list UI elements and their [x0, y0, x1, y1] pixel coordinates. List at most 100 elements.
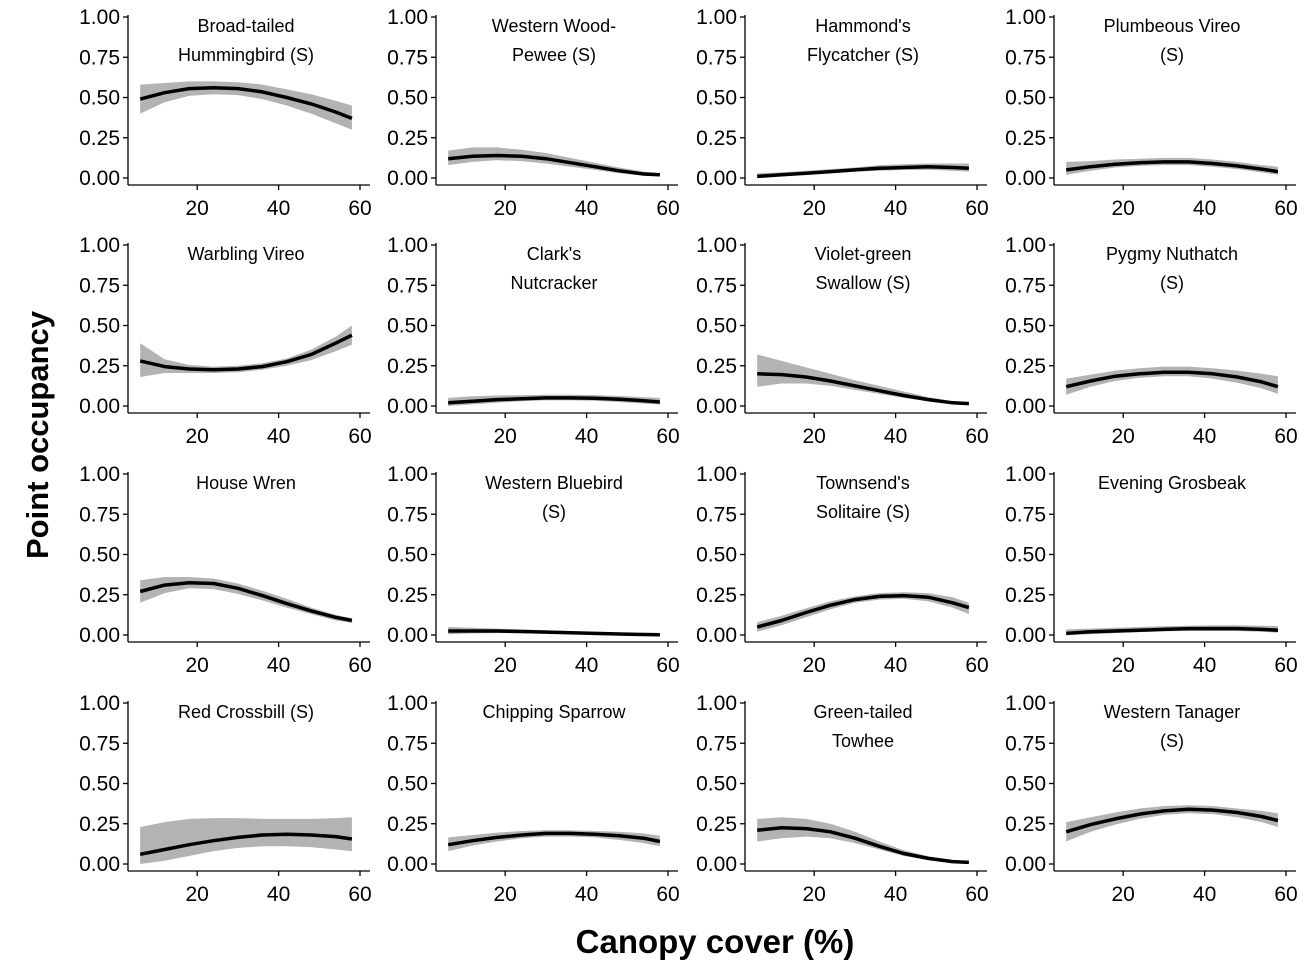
x-tick-label: 20	[803, 425, 826, 448]
y-tick-label: 1.00	[79, 463, 120, 486]
y-tick-label: 0.75	[1005, 274, 1046, 297]
y-tick-label: 0.75	[79, 732, 120, 755]
fitted-line	[757, 826, 969, 865]
x-tick-label: 20	[186, 197, 209, 220]
panel-1: 0.00 0.25 0.50 0.75 1.00 20 40 60 Broad-tailed Hu…	[79, 6, 372, 220]
x-tick-label: 60	[1274, 883, 1297, 906]
y-tick-label: 1.00	[696, 6, 737, 29]
x-tick-label: 40	[575, 654, 598, 677]
x-tick-label: 60	[348, 654, 371, 677]
y-tick-label: 1.00	[1005, 692, 1046, 715]
x-tick-label: 20	[186, 425, 209, 448]
x-tick-label: 40	[575, 197, 598, 220]
y-tick-label: 0.75	[696, 732, 737, 755]
panel-15: 0.00 0.25 0.50 0.75 1.00 20 40 60 Green-tailed To…	[696, 692, 989, 906]
x-tick-label: 60	[656, 425, 679, 448]
y-tick-label: 0.50	[1005, 315, 1046, 338]
x-tick-label: 20	[186, 883, 209, 906]
panel-7: 0.00 0.25 0.50 0.75 1.00 20 40 60 Violet-green Sw…	[696, 234, 989, 448]
x-tick-label: 40	[267, 197, 290, 220]
y-tick-label: 0.50	[387, 544, 428, 567]
x-tick-label: 40	[1193, 654, 1216, 677]
x-tick-label: 20	[803, 197, 826, 220]
y-tick-label: 0.75	[1005, 46, 1046, 69]
y-tick-label: 1.00	[696, 234, 737, 257]
panel-3: 0.00 0.25 0.50 0.75 1.00 20 40 60 Hammond's Flyca…	[696, 6, 989, 220]
y-tick-label: 0.25	[79, 584, 120, 607]
y-tick-label: 0.25	[79, 813, 120, 836]
x-tick-label: 20	[803, 654, 826, 677]
y-tick-label: 0.50	[696, 315, 737, 338]
panel-title: Swallow (S)	[815, 273, 910, 293]
y-tick-label: 1.00	[1005, 463, 1046, 486]
fitted-line	[139, 832, 353, 857]
confidence-band	[757, 354, 969, 406]
y-tick-label: 0.25	[1005, 813, 1046, 836]
x-tick-label: 60	[348, 197, 371, 220]
y-tick-label: 0.50	[79, 87, 120, 110]
y-tick-label: 0.00	[79, 167, 120, 190]
y-tick-label: 1.00	[79, 692, 120, 715]
y-tick-label: 0.50	[79, 544, 120, 567]
x-tick-label: 20	[803, 883, 826, 906]
panel-title: Evening Grosbeak	[1098, 473, 1247, 493]
panel-title: Hammond's	[815, 16, 910, 36]
y-tick-label: 0.75	[79, 46, 120, 69]
y-tick-label: 0.00	[1005, 624, 1046, 647]
y-tick-label: 0.00	[387, 167, 428, 190]
fitted-line	[757, 372, 969, 406]
panel-title: Warbling Vireo	[187, 244, 304, 264]
x-tick-label: 60	[656, 197, 679, 220]
x-tick-label: 40	[884, 197, 907, 220]
x-tick-label: 60	[965, 197, 988, 220]
panel-title: Townsend's	[816, 473, 910, 493]
confidence-band	[140, 577, 352, 623]
y-tick-label: 0.50	[387, 773, 428, 796]
y-tick-label: 0.50	[1005, 773, 1046, 796]
panel-title: (S)	[1160, 731, 1184, 751]
y-tick-label: 0.00	[696, 853, 737, 876]
y-tick-label: 1.00	[387, 234, 428, 257]
y-tick-label: 1.00	[1005, 234, 1046, 257]
x-tick-label: 40	[575, 883, 598, 906]
y-tick-label: 0.75	[79, 274, 120, 297]
y-tick-label: 0.25	[1005, 584, 1046, 607]
y-tick-label: 1.00	[387, 463, 428, 486]
y-tick-label: 0.50	[696, 773, 737, 796]
y-tick-label: 0.75	[387, 274, 428, 297]
panel-title: Western Tanager	[1104, 702, 1240, 722]
panel-13: 0.00 0.25 0.50 0.75 1.00 20 40 60 Red Crossbill …	[79, 692, 372, 906]
confidence-band	[140, 81, 352, 130]
y-tick-label: 1.00	[696, 692, 737, 715]
y-tick-label: 0.50	[387, 315, 428, 338]
confidence-band	[1066, 366, 1278, 395]
y-tick-label: 0.00	[387, 624, 428, 647]
panel-title: Pewee (S)	[512, 45, 596, 65]
y-tick-label: 0.50	[696, 544, 737, 567]
fitted-line	[1065, 807, 1279, 834]
x-tick-label: 60	[1274, 654, 1297, 677]
y-tick-label: 0.50	[79, 773, 120, 796]
y-tick-label: 0.00	[696, 167, 737, 190]
y-tick-label: 0.75	[387, 46, 428, 69]
y-tick-label: 0.75	[696, 46, 737, 69]
y-tick-label: 0.75	[696, 503, 737, 526]
y-tick-label: 0.75	[1005, 503, 1046, 526]
panel-9: 0.00 0.25 0.50 0.75 1.00 20 40 60 House Wren	[79, 463, 372, 677]
panel-title: Plumbeous Vireo	[1104, 16, 1241, 36]
panel-title: Hummingbird (S)	[178, 45, 314, 65]
y-tick-label: 0.25	[696, 813, 737, 836]
x-tick-label: 20	[186, 654, 209, 677]
x-tick-label: 40	[1193, 425, 1216, 448]
y-tick-label: 0.50	[1005, 544, 1046, 567]
x-tick-label: 40	[267, 425, 290, 448]
panel-title: Towhee	[832, 731, 894, 751]
fitted-line	[448, 153, 660, 177]
x-tick-label: 40	[575, 425, 598, 448]
panel-12: 0.00 0.25 0.50 0.75 1.00 20 40 60 Evening Grosbe…	[1005, 463, 1298, 677]
y-tick-label: 0.50	[387, 87, 428, 110]
fitted-line	[1066, 626, 1278, 636]
confidence-band	[1066, 805, 1278, 842]
x-tick-label: 40	[267, 654, 290, 677]
x-tick-label: 20	[494, 654, 517, 677]
